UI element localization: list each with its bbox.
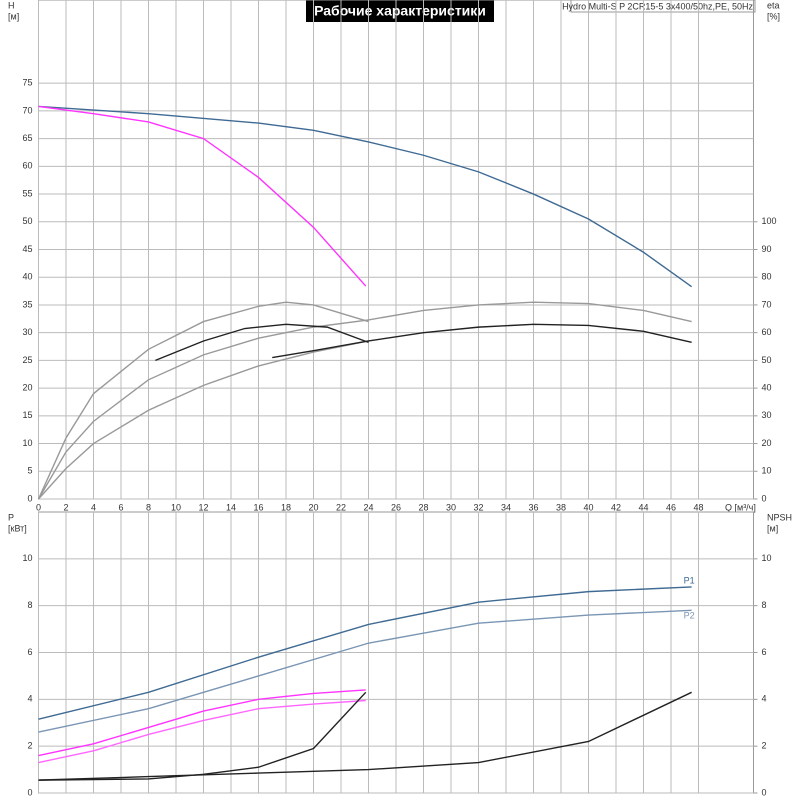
x-tick-label: 44 bbox=[638, 502, 648, 512]
series-line bbox=[38, 609, 692, 733]
x-tick-label: 46 bbox=[666, 502, 676, 512]
y-tick-label: 0 bbox=[27, 493, 32, 503]
y-tick-label: 35 bbox=[22, 299, 32, 309]
series-line bbox=[38, 699, 366, 764]
series-line bbox=[38, 586, 692, 720]
y2-tick-label: 40 bbox=[762, 382, 772, 392]
series-label: P1 bbox=[684, 575, 695, 585]
x-tick-label: 2 bbox=[63, 502, 68, 512]
y-tick-label: 6 bbox=[27, 647, 32, 657]
y-tick-label: 50 bbox=[22, 216, 32, 226]
y-tick-label: 65 bbox=[22, 133, 32, 143]
x-tick-label: 48 bbox=[693, 502, 703, 512]
x-axis-label: Q [м³/ч] bbox=[725, 502, 756, 512]
y-tick-label: 10 bbox=[22, 553, 32, 563]
series-line bbox=[38, 691, 367, 781]
series-label: P2 bbox=[684, 611, 695, 621]
x-tick-label: 40 bbox=[583, 502, 593, 512]
x-tick-label: 0 bbox=[36, 502, 41, 512]
y-axis-unit: [м] bbox=[8, 11, 19, 21]
x-tick-label: 30 bbox=[446, 502, 456, 512]
y2-tick-label: 80 bbox=[762, 272, 772, 282]
y2-tick-label: 50 bbox=[762, 355, 772, 365]
y-tick-label: 30 bbox=[22, 327, 32, 337]
y2-tick-label: 10 bbox=[762, 553, 772, 563]
y2-tick-label: 70 bbox=[762, 299, 772, 309]
y2-tick-label: 6 bbox=[762, 647, 767, 657]
series-line bbox=[37, 340, 369, 500]
x-tick-label: 38 bbox=[556, 502, 566, 512]
x-tick-label: 34 bbox=[501, 502, 511, 512]
y-axis-unit: [кВт] bbox=[8, 523, 27, 533]
x-tick-label: 22 bbox=[336, 502, 346, 512]
x-tick-label: 26 bbox=[391, 502, 401, 512]
y2-tick-label: 60 bbox=[762, 327, 772, 337]
y2-tick-label: 20 bbox=[762, 438, 772, 448]
y-tick-label: 8 bbox=[27, 600, 32, 610]
y-tick-label: 15 bbox=[22, 410, 32, 420]
x-tick-label: 16 bbox=[253, 502, 263, 512]
y-tick-label: 40 bbox=[22, 272, 32, 282]
x-tick-label: 32 bbox=[473, 502, 483, 512]
y2-axis-unit: [%] bbox=[767, 11, 780, 21]
y2-tick-label: 30 bbox=[762, 410, 772, 420]
y-axis-label: P bbox=[8, 512, 14, 522]
y-tick-label: 60 bbox=[22, 161, 32, 171]
y2-tick-label: 2 bbox=[762, 741, 767, 751]
y-axis-label: H bbox=[8, 0, 15, 10]
x-tick-label: 8 bbox=[146, 502, 151, 512]
series-line bbox=[38, 689, 366, 757]
y-tick-label: 20 bbox=[22, 382, 32, 392]
y2-tick-label: 90 bbox=[762, 244, 772, 254]
x-tick-label: 42 bbox=[611, 502, 621, 512]
y2-axis-label: NPSH bbox=[767, 512, 792, 522]
y2-tick-label: 0 bbox=[762, 493, 767, 503]
x-tick-label: 12 bbox=[198, 502, 208, 512]
y-tick-label: 25 bbox=[22, 355, 32, 365]
y2-tick-label: 8 bbox=[762, 600, 767, 610]
y2-tick-label: 10 bbox=[762, 466, 772, 476]
x-tick-label: 36 bbox=[528, 502, 538, 512]
y-tick-label: 0 bbox=[27, 787, 32, 797]
x-tick-label: 20 bbox=[308, 502, 318, 512]
y-tick-label: 5 bbox=[27, 466, 32, 476]
y2-axis-unit: [м] bbox=[767, 523, 778, 533]
series-line bbox=[155, 323, 369, 362]
x-tick-label: 14 bbox=[226, 502, 236, 512]
y-tick-label: 70 bbox=[22, 105, 32, 115]
x-tick-label: 6 bbox=[118, 502, 123, 512]
y-tick-label: 10 bbox=[22, 438, 32, 448]
x-tick-label: 10 bbox=[171, 502, 181, 512]
series-line bbox=[37, 301, 369, 500]
x-tick-label: 4 bbox=[91, 502, 96, 512]
x-tick-label: 28 bbox=[418, 502, 428, 512]
y-tick-label: 75 bbox=[22, 78, 32, 88]
y2-tick-label: 4 bbox=[762, 694, 767, 704]
model-label: Hydro Multi-S P 2CR15-5 3x400/50hz,PE, 5… bbox=[562, 1, 753, 11]
series-line bbox=[37, 301, 692, 500]
y-tick-label: 2 bbox=[27, 741, 32, 751]
model-box bbox=[570, 0, 756, 13]
series-line bbox=[38, 105, 367, 287]
y2-tick-label: 0 bbox=[762, 787, 767, 797]
series-line bbox=[38, 691, 692, 781]
y2-axis-label: eta bbox=[767, 0, 780, 10]
x-tick-label: 18 bbox=[281, 502, 291, 512]
chart-title: Рабочие характеристики bbox=[314, 3, 486, 19]
y-tick-label: 45 bbox=[22, 244, 32, 254]
series-line bbox=[272, 323, 692, 359]
y2-tick-label: 100 bbox=[762, 216, 777, 226]
y-tick-label: 55 bbox=[22, 188, 32, 198]
y-tick-label: 4 bbox=[27, 694, 32, 704]
series-line bbox=[38, 105, 693, 288]
x-tick-label: 24 bbox=[363, 502, 373, 512]
title-box bbox=[306, 0, 494, 22]
